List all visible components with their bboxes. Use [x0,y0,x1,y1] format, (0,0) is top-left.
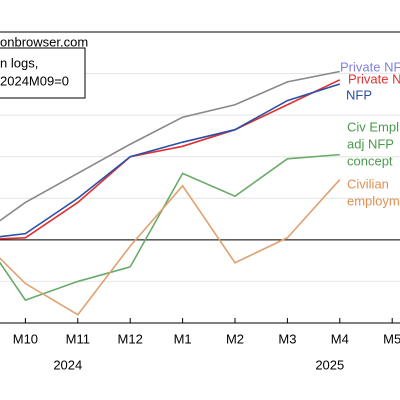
x-tick-label: M5 [383,331,400,346]
x-tick-label: M12 [118,331,143,346]
series-line [0,83,341,238]
x-tick-label: M3 [278,331,296,346]
source: onbrowser.com [0,34,88,49]
legend-text: 2024M09=0 [0,73,69,88]
series-label: NFP [346,87,372,102]
series-line [0,79,341,240]
legend-box [0,47,86,99]
x-tick-label: M2 [226,331,244,346]
year-label: 2024 [53,357,82,372]
series-label: adj NFP [347,136,394,151]
series-label: Private N [348,71,400,86]
series-line [0,70,340,222]
series-line [0,153,340,302]
x-tick-label: M1 [174,331,192,346]
series-label: concept [347,153,393,168]
legend-text: n logs, [0,55,38,70]
series-label: Private NF [340,59,400,74]
year-label: 2025 [315,357,344,372]
series-label: employm [347,193,400,208]
x-tick-label: M4 [331,331,349,346]
series-label: Civilian [347,176,389,191]
x-tick-label: M11 [66,331,90,346]
series-line [0,179,341,316]
x-tick-label: M10 [13,331,38,346]
series-label: Civ Empl [347,119,399,134]
